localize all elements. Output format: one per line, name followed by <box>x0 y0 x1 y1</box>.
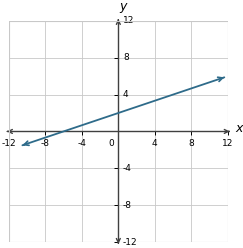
Text: 12: 12 <box>123 16 134 25</box>
Text: -12: -12 <box>123 238 138 247</box>
Text: -8: -8 <box>123 201 132 210</box>
Text: -4: -4 <box>77 139 86 148</box>
Text: x: x <box>235 122 243 135</box>
Text: 12: 12 <box>222 139 234 148</box>
Text: 8: 8 <box>189 139 194 148</box>
Text: 0: 0 <box>108 139 114 148</box>
Text: -4: -4 <box>123 164 132 173</box>
Text: -12: -12 <box>1 139 16 148</box>
Text: y: y <box>119 0 127 13</box>
Text: 8: 8 <box>123 53 129 62</box>
Text: 4: 4 <box>152 139 158 148</box>
Text: 4: 4 <box>123 90 129 99</box>
Text: -8: -8 <box>41 139 50 148</box>
